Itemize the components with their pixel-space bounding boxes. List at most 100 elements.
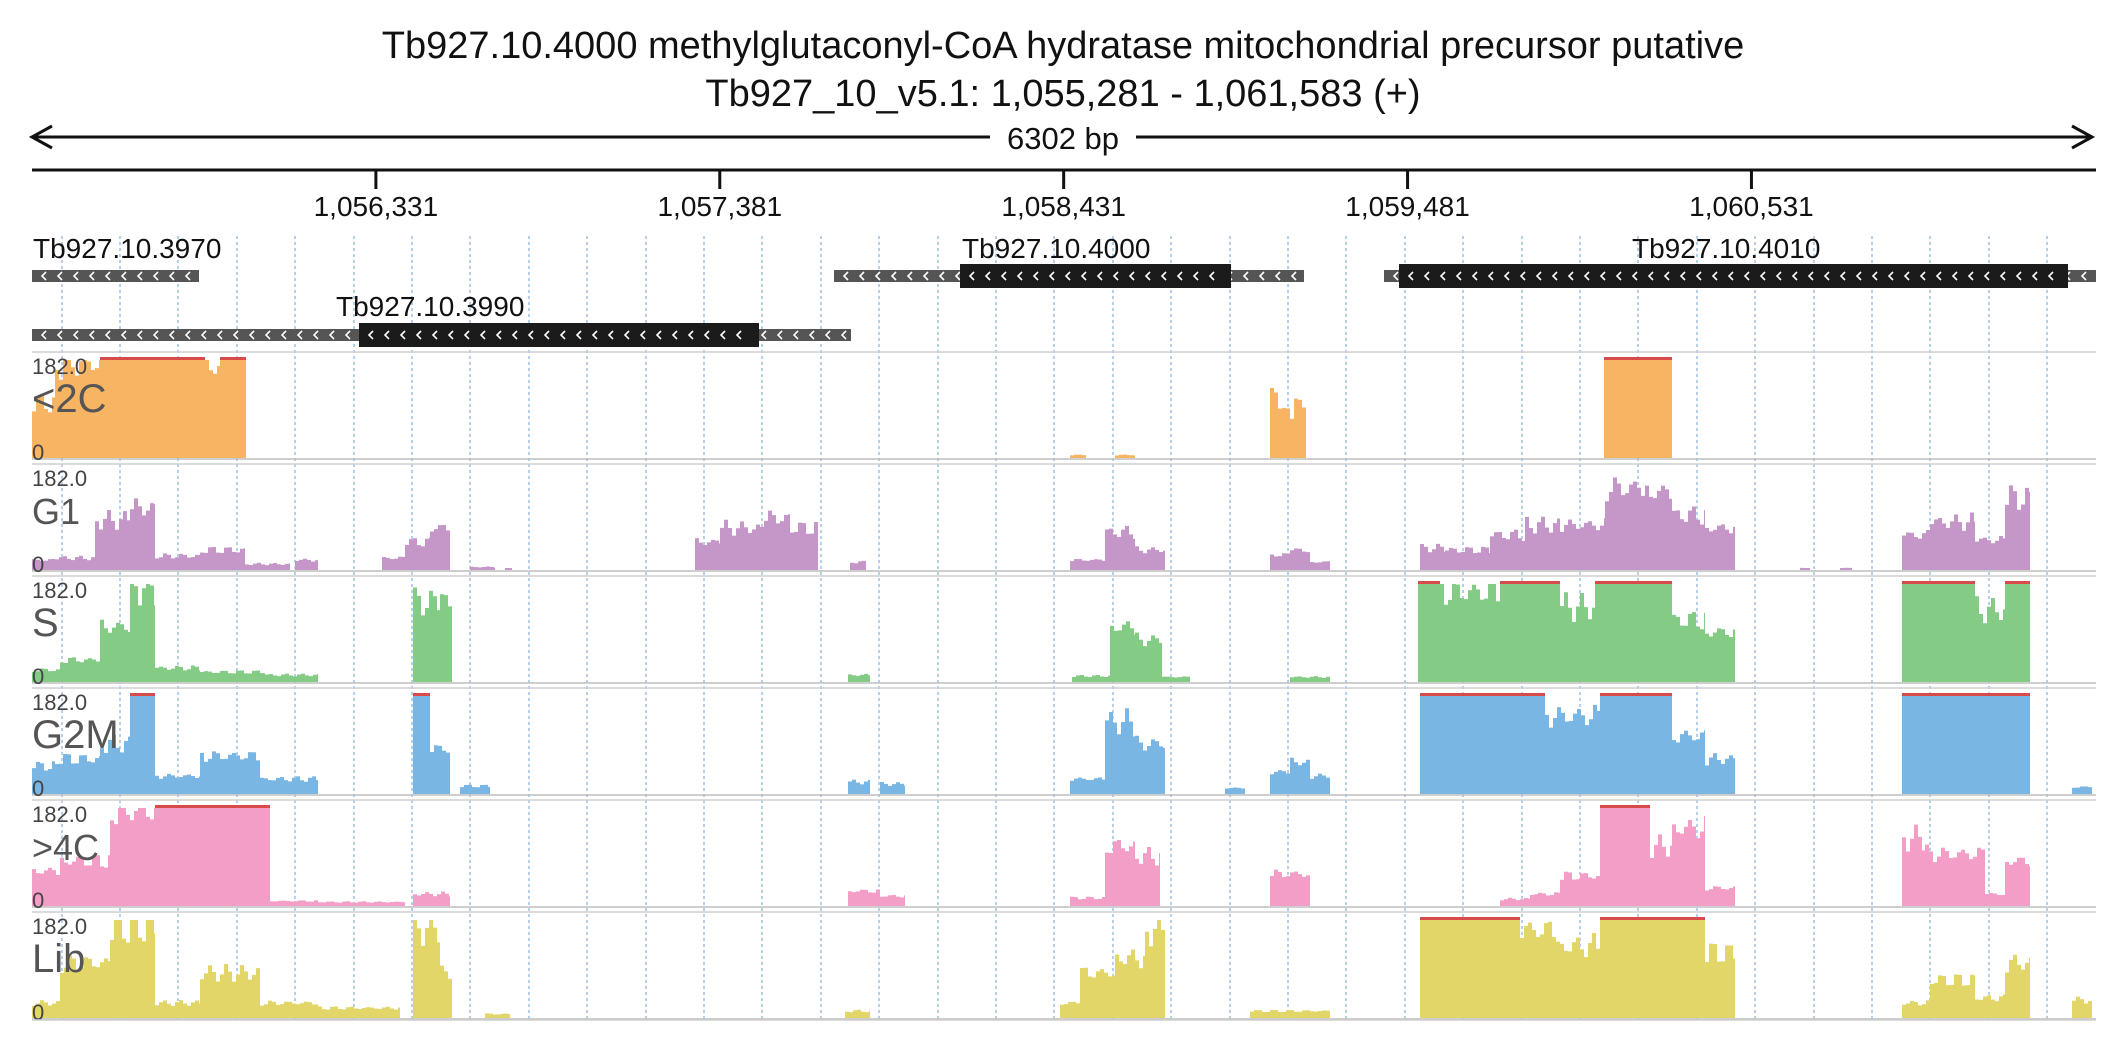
coverage-bar: [1989, 893, 1993, 906]
ruler-tick-label: 1,057,381: [657, 191, 782, 222]
coverage-bar: [1485, 547, 1489, 570]
coverage-bar: [130, 820, 134, 906]
coverage-bar: [179, 1000, 183, 1018]
coverage-bar: [163, 553, 167, 570]
coverage-bar: [1516, 900, 1520, 906]
clipped-marker: [1966, 581, 1970, 584]
coverage-bar: [1704, 815, 1705, 906]
clipped-marker: [1607, 581, 1611, 584]
gene-model[interactable]: Tb927.10.4000: [834, 233, 1304, 288]
minus-strand-chevron-icon: [1599, 271, 1606, 281]
coverage-bar: [342, 1009, 346, 1018]
coverage-bar: [1970, 974, 1974, 1018]
coverage-bar: [1456, 584, 1460, 682]
coverage-bar: [860, 784, 864, 794]
coverage-bar: [1119, 961, 1123, 1018]
coverage-bar: [354, 902, 358, 906]
clipped-marker: [1428, 693, 1432, 696]
coverage-bar: [1155, 741, 1159, 794]
coverage-bar: [1498, 532, 1502, 570]
coverage-bars: [32, 693, 2092, 794]
coverage-bar: [1306, 759, 1310, 794]
gene-model[interactable]: Tb927.10.3990: [32, 291, 851, 347]
coverage-bar: [318, 902, 322, 906]
span-indicator: 6302 bp: [28, 120, 2096, 156]
coverage-bar: [1733, 629, 1735, 682]
coverage-bar: [748, 533, 752, 570]
minus-strand-chevron-icon: [431, 330, 438, 340]
coverage-bar: [1648, 918, 1652, 1018]
clipped-marker: [1528, 581, 1532, 584]
coverage-bar: [1092, 675, 1096, 682]
coverage-bar: [171, 1005, 175, 1018]
clipped-marker: [227, 805, 231, 808]
coverage-bar: [848, 891, 852, 906]
clipped-marker: [2003, 693, 2007, 696]
coverage-bar: [1688, 613, 1692, 682]
coverage-bar: [1648, 694, 1652, 794]
coverage-bar: [159, 806, 163, 906]
coverage-bar: [204, 761, 208, 794]
coverage-bar: [2021, 504, 2025, 570]
coverage-bar: [1925, 844, 1929, 906]
coverage-bar: [1640, 358, 1644, 458]
coverage-bar: [1550, 895, 1554, 906]
coverage-bar: [1666, 856, 1670, 906]
coverage-bar: [1557, 518, 1560, 570]
coverage-bar: [128, 736, 130, 794]
coverage-bar: [1696, 626, 1700, 682]
coverage-bar: [1960, 694, 1964, 794]
coverage-bar: [1498, 694, 1502, 794]
coverage-bar: [1669, 498, 1672, 570]
coverage-bar: [1444, 694, 1448, 794]
coverage-bar: [1568, 951, 1572, 1018]
coverage-bar: [276, 1004, 280, 1018]
coverage-bar: [1676, 510, 1680, 570]
coverage-bar: [1298, 874, 1302, 906]
coverage-bar: [2011, 694, 2015, 794]
coverage-bar: [1560, 531, 1564, 570]
clipped-marker: [192, 357, 196, 360]
coverage-bar: [1086, 896, 1090, 906]
coverage-bar: [63, 754, 67, 794]
coverage-bar: [1278, 408, 1282, 458]
minus-strand-chevron-icon: [88, 330, 95, 340]
minus-strand-chevron-icon: [954, 271, 961, 281]
coverage-bar: [1444, 918, 1448, 1018]
coverage-bar: [1530, 694, 1534, 794]
gene-model[interactable]: Tb927.10.3970: [32, 233, 221, 282]
clipped-marker: [1612, 805, 1616, 808]
coverage-bar: [1700, 524, 1704, 570]
coverage-bar: [429, 893, 433, 906]
clipped-marker: [2021, 581, 2025, 584]
coverage-bar: [421, 546, 425, 570]
coverage-bar: [1270, 387, 1274, 458]
clipped-marker: [1668, 357, 1672, 360]
double-arrow-icon-left-head: [28, 124, 53, 150]
coverage-bar: [1966, 582, 1970, 682]
coverage-bar: [36, 671, 40, 682]
coverage-bar: [1270, 554, 1274, 570]
coverage-bar: [1644, 358, 1648, 458]
coverage-bar: [338, 902, 342, 906]
gene-model[interactable]: Tb927.10.4010: [1384, 233, 2096, 288]
coverage-bar: [260, 777, 264, 794]
coverage-bar: [1922, 1004, 1926, 1018]
coverage-bar: [284, 1001, 288, 1018]
clipped-marker: [1616, 805, 1620, 808]
clipped-marker: [1536, 581, 1540, 584]
clipped-marker: [1906, 693, 1910, 696]
coverage-bar: [1603, 582, 1607, 682]
coverage-bar: [850, 562, 854, 570]
coverage-bar: [1906, 532, 1910, 570]
coverage-bar: [1713, 529, 1717, 570]
coverage-bar: [44, 408, 48, 458]
coverage-bar: [1080, 674, 1084, 682]
coverage-bar: [1250, 1011, 1254, 1018]
clipped-marker: [1498, 917, 1502, 920]
coverage-bar: [493, 1014, 497, 1018]
track-scale-max: 182.0: [32, 354, 87, 379]
clipped-marker: [1436, 917, 1440, 920]
clipped-marker: [134, 693, 138, 696]
